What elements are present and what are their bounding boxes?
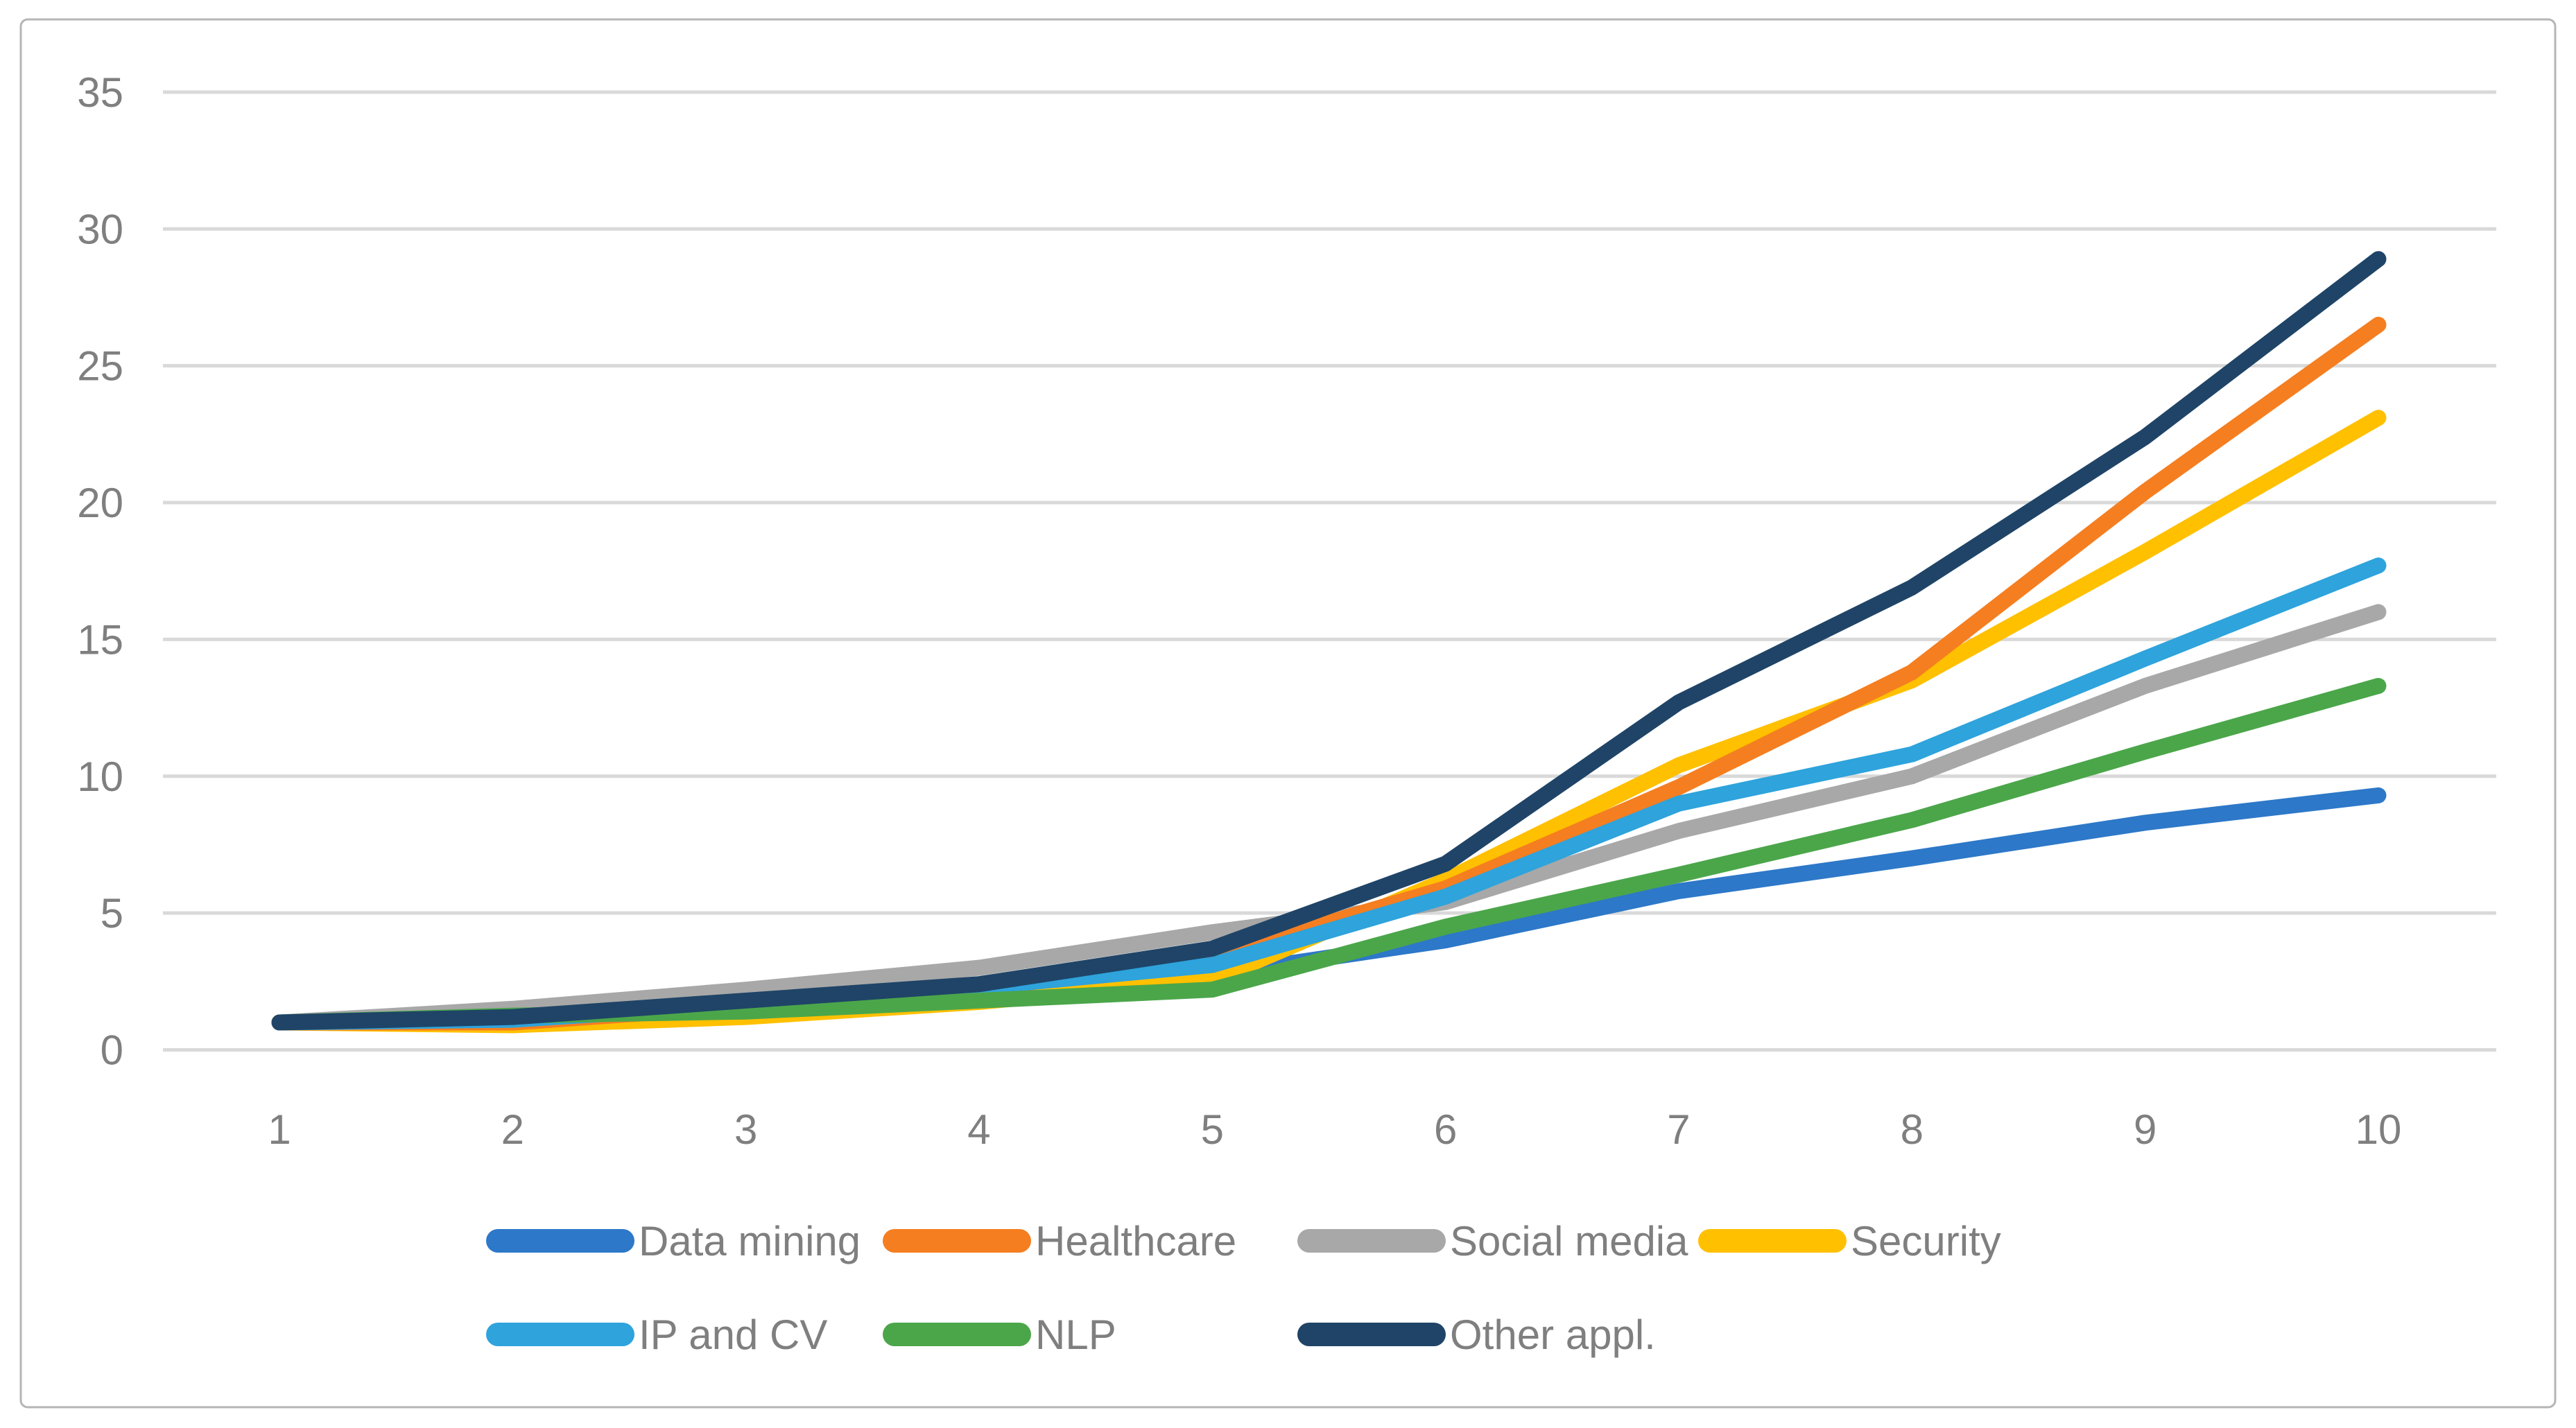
y-axis-tick-labels: 0 5 10 15 20 25 30 35 bbox=[77, 69, 123, 1074]
y-tick-label-30: 30 bbox=[77, 206, 123, 252]
x-tick-label-8: 8 bbox=[1901, 1106, 1924, 1153]
legend-item-social-media: Social media bbox=[1297, 1218, 1688, 1264]
x-tick-label-1: 1 bbox=[268, 1106, 291, 1153]
x-tick-label-2: 2 bbox=[501, 1106, 524, 1153]
x-axis-tick-labels: 1 2 3 4 5 6 7 8 9 10 bbox=[268, 1106, 2401, 1153]
legend-label-healthcare: Healthcare bbox=[1035, 1218, 1236, 1264]
y-tick-label-0: 0 bbox=[101, 1027, 123, 1074]
legend-label-other-appl-: Other appl. bbox=[1450, 1312, 1656, 1358]
x-tick-label-9: 9 bbox=[2134, 1106, 2156, 1153]
legend-item-nlp: NLP bbox=[883, 1312, 1116, 1358]
legend-label-security: Security bbox=[1851, 1218, 2001, 1264]
series-line-other-appl- bbox=[271, 251, 2387, 1031]
x-tick-label-5: 5 bbox=[1201, 1106, 1224, 1153]
x-tick-label-3: 3 bbox=[734, 1106, 757, 1153]
legend-item-data-mining: Data mining bbox=[486, 1218, 861, 1264]
legend-item-security: Security bbox=[1698, 1218, 2001, 1264]
y-tick-label-10: 10 bbox=[77, 754, 123, 800]
y-tick-label-5: 5 bbox=[101, 890, 123, 937]
legend-label-nlp: NLP bbox=[1035, 1312, 1116, 1358]
y-tick-label-20: 20 bbox=[77, 480, 123, 526]
x-tick-label-6: 6 bbox=[1434, 1106, 1457, 1153]
legend-label-social-media: Social media bbox=[1450, 1218, 1688, 1264]
x-tick-label-7: 7 bbox=[1667, 1106, 1690, 1153]
y-tick-label-25: 25 bbox=[77, 343, 123, 390]
legend-label-ip-and-cv: IP and CV bbox=[639, 1312, 827, 1358]
x-tick-label-4: 4 bbox=[967, 1106, 990, 1153]
y-tick-label-35: 35 bbox=[77, 69, 123, 116]
y-tick-label-15: 15 bbox=[77, 616, 123, 663]
chart-legend: Data mining Healthcare Social media Securit… bbox=[486, 1218, 2001, 1358]
legend-item-ip-and-cv: IP and CV bbox=[486, 1312, 827, 1358]
legend-label-data-mining: Data mining bbox=[639, 1218, 861, 1264]
legend-item-healthcare: Healthcare bbox=[883, 1218, 1236, 1264]
legend-item-other-appl-: Other appl. bbox=[1297, 1312, 1656, 1358]
x-tick-label-10: 10 bbox=[2355, 1106, 2402, 1153]
series-lines-group bbox=[271, 251, 2387, 1034]
